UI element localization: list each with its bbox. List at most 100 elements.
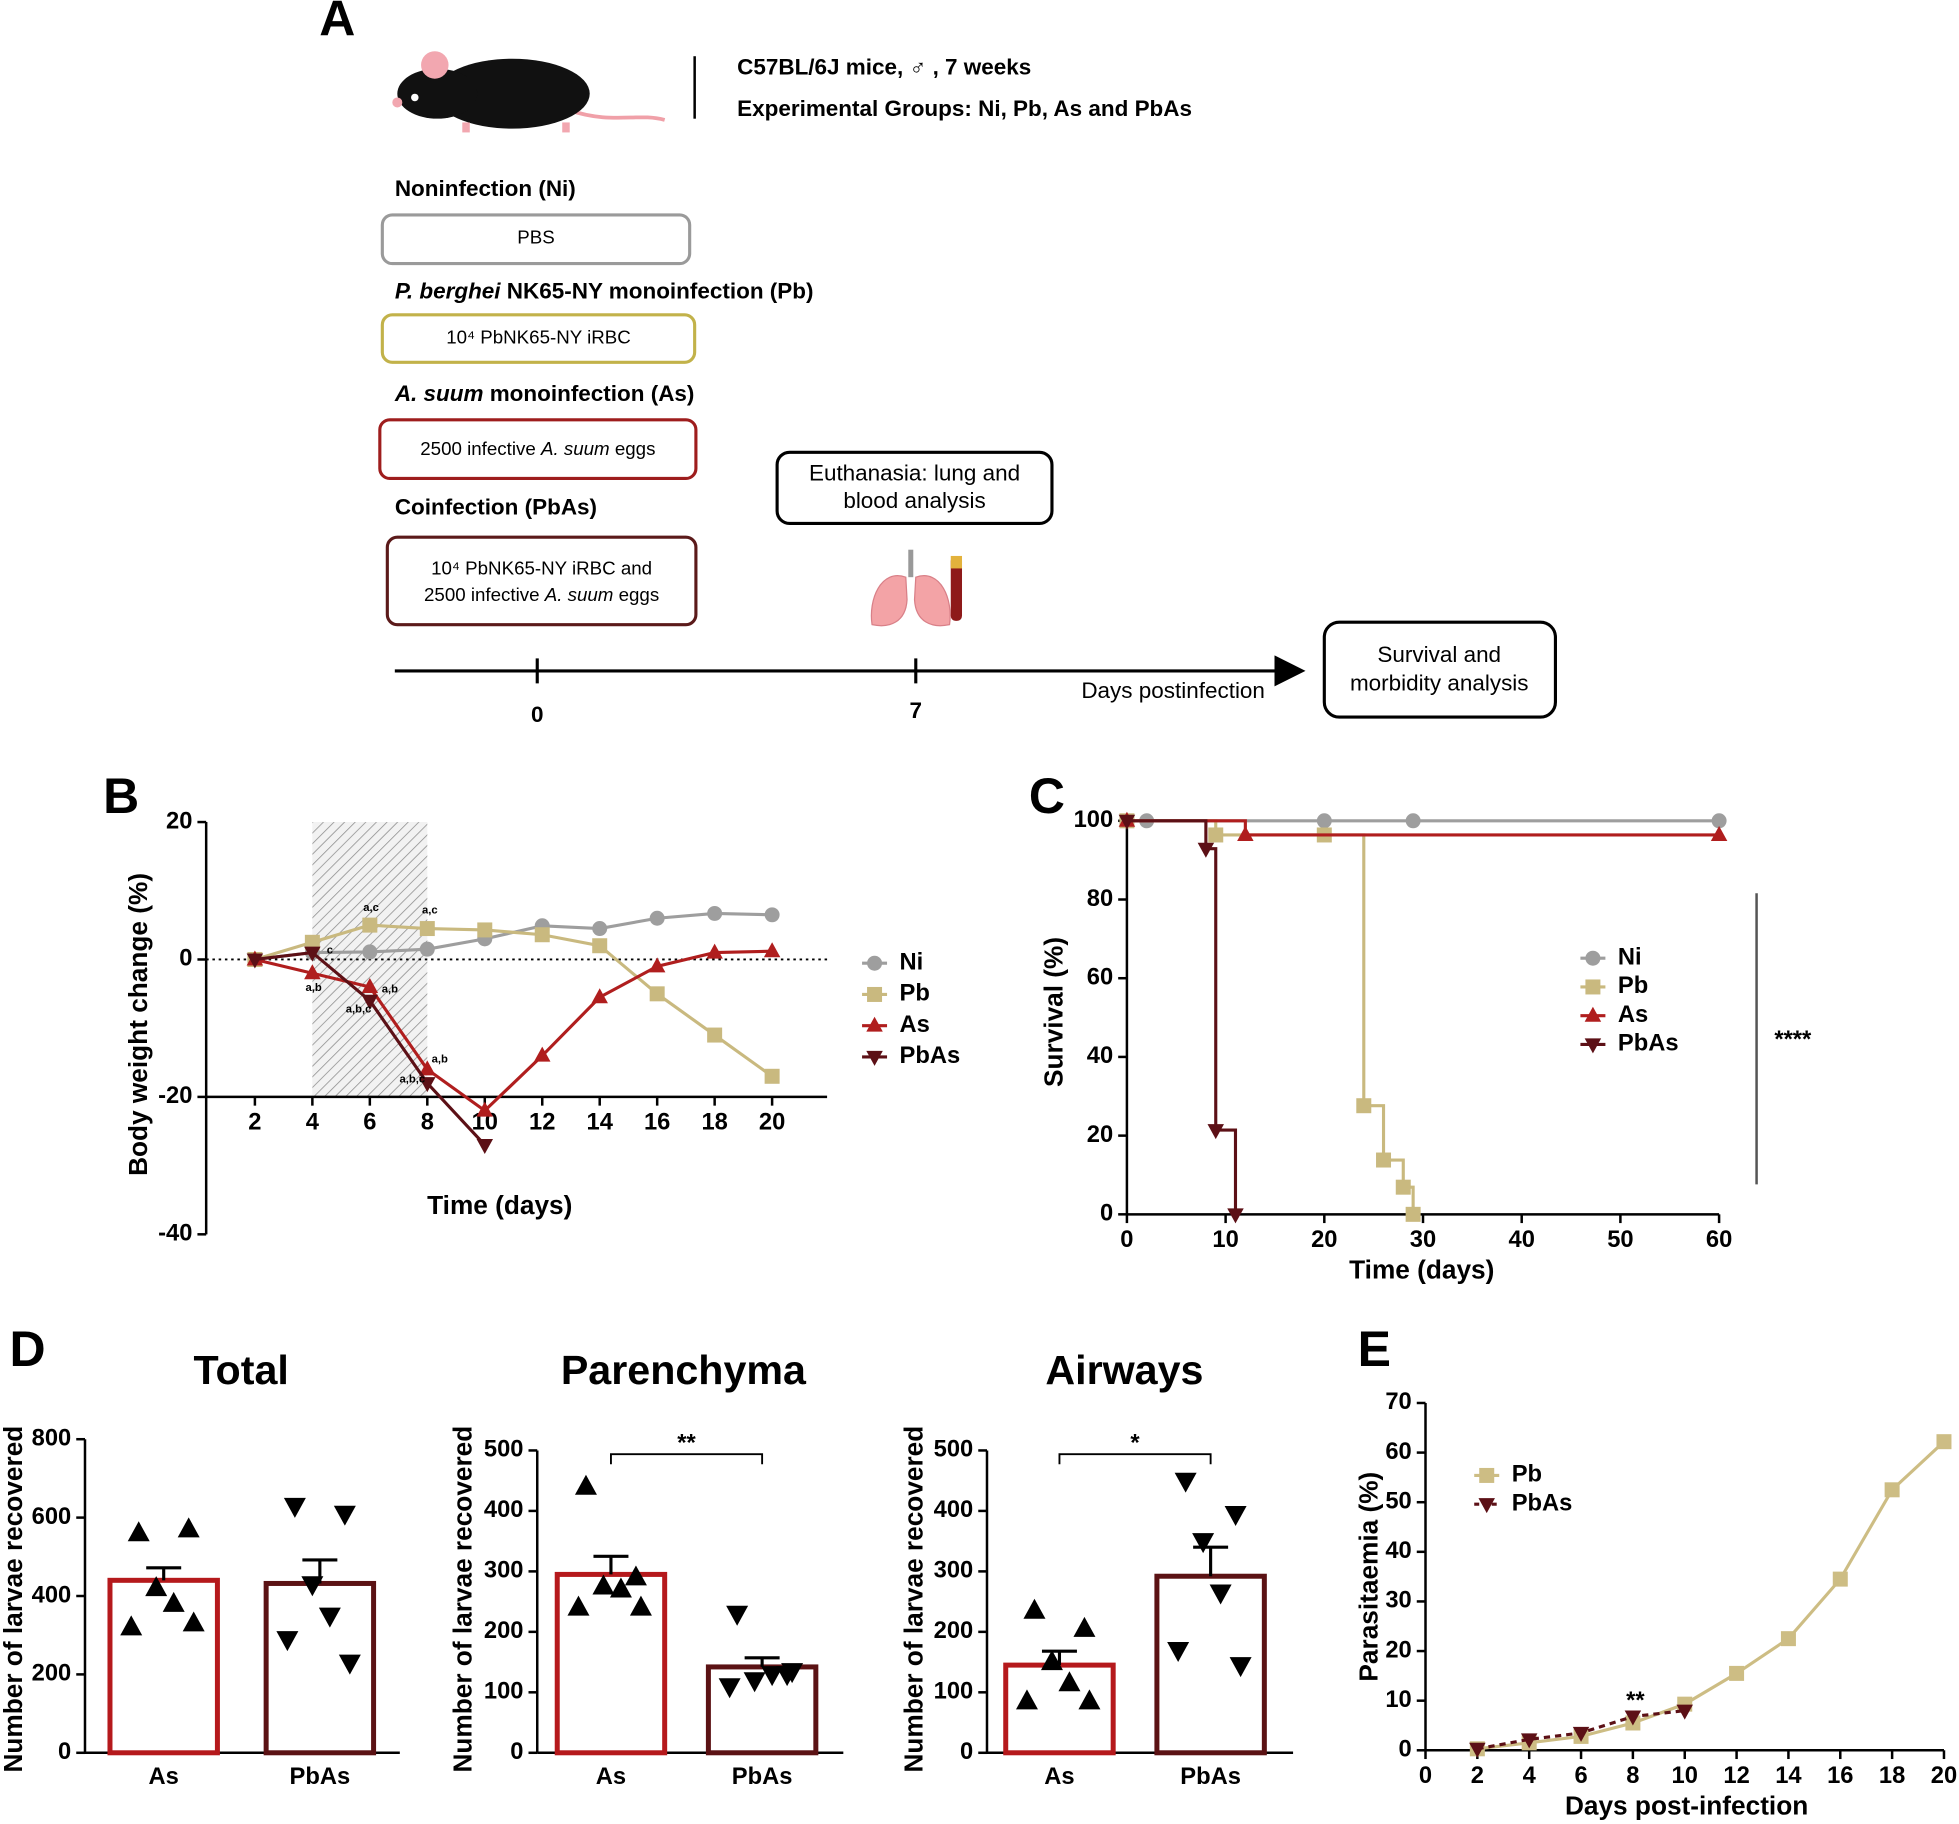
data-point <box>761 1666 784 1687</box>
legend-label: Ni <box>900 949 924 975</box>
data-point <box>1229 1657 1252 1678</box>
x-tick-label: 0 <box>1120 1227 1133 1253</box>
annotation: a,b,c <box>400 1073 426 1085</box>
data-point <box>781 1663 804 1684</box>
timeline-label: 7 <box>910 698 923 723</box>
survival-box <box>1322 620 1557 719</box>
x-tick-label: 40 <box>1509 1227 1535 1253</box>
legend-marker <box>866 1016 883 1032</box>
data-point <box>1780 1631 1796 1647</box>
data-point <box>707 905 723 921</box>
legend-label: Pb <box>900 981 930 1007</box>
survival-text: Survival and <box>1377 642 1501 667</box>
data-point <box>1023 1598 1046 1619</box>
annotation: a,c <box>363 902 379 914</box>
series-line <box>1126 819 1238 1215</box>
mouse-icon <box>392 51 666 133</box>
data-point <box>1405 1206 1421 1222</box>
x-tick-label: 60 <box>1706 1227 1732 1253</box>
data-point <box>120 1615 143 1636</box>
lungs-icon <box>870 549 963 627</box>
y-axis-label: Body weight change (%) <box>123 873 153 1176</box>
data-point <box>1711 813 1727 829</box>
group-box-text: 10⁴ PbNK65-NY iRBC and <box>431 558 652 579</box>
data-point <box>338 1654 361 1675</box>
data-point <box>764 907 780 923</box>
italic-text: P. berghei <box>395 278 501 303</box>
x-tick-label: 18 <box>1879 1763 1905 1789</box>
annotation: a,c <box>422 905 438 917</box>
bar <box>554 1571 668 1756</box>
y-tick-label: 0 <box>960 1739 973 1765</box>
legend-label: As <box>900 1012 930 1038</box>
text-run: eggs <box>610 438 656 459</box>
data-point <box>649 910 665 926</box>
legend-marker <box>867 955 883 971</box>
x-tick-label: 4 <box>1523 1763 1537 1789</box>
legend-marker <box>1584 1006 1602 1022</box>
x-tick-label: 4 <box>306 1109 320 1135</box>
annotation: c <box>327 945 333 957</box>
x-tick-label: 14 <box>587 1109 614 1135</box>
y-tick-label: 20 <box>166 808 192 834</box>
data-point <box>1058 1671 1081 1692</box>
x-tick-label: 14 <box>1775 1763 1802 1789</box>
legend-marker <box>1585 950 1601 966</box>
x-tick-label: 8 <box>421 1109 434 1135</box>
data-point <box>127 1521 150 1542</box>
data-point <box>1676 1704 1693 1720</box>
data-point <box>624 1565 647 1586</box>
data-point <box>477 922 493 938</box>
data-point <box>145 1576 168 1597</box>
series-line <box>254 949 773 1113</box>
panel-label: D <box>9 1321 45 1377</box>
legend-label: Pb <box>1512 1462 1542 1488</box>
x-tick-label: 18 <box>701 1109 727 1135</box>
y-tick-label: 500 <box>934 1437 974 1463</box>
data-point <box>182 1611 205 1632</box>
error-bar <box>744 1656 780 1667</box>
y-tick-label: 100 <box>484 1679 524 1705</box>
data-point <box>1078 1689 1101 1710</box>
data-point <box>246 953 264 969</box>
data-point <box>1624 1710 1642 1726</box>
error-bar <box>146 1566 182 1581</box>
x-tick-label: As <box>149 1764 179 1790</box>
panel-label: C <box>1029 768 1065 824</box>
data-point <box>419 1077 436 1093</box>
x-tick-label: 30 <box>1410 1227 1436 1253</box>
legend-marker <box>867 986 883 1002</box>
group-box <box>385 535 698 627</box>
data-point <box>276 1631 299 1652</box>
data-point <box>1520 1733 1538 1749</box>
y-tick-label: 20 <box>1385 1637 1411 1663</box>
y-tick-label: 0 <box>179 946 192 972</box>
data-point <box>1197 842 1215 858</box>
y-tick-label: 100 <box>934 1679 974 1705</box>
series-line <box>1477 1440 1946 1751</box>
legend-marker <box>1478 1498 1495 1514</box>
legend-label: Ni <box>1618 944 1642 970</box>
y-tick-label: 50 <box>1385 1488 1411 1514</box>
y-tick-label: 30 <box>1385 1588 1411 1614</box>
data-point <box>419 941 435 957</box>
data-point <box>1710 825 1728 841</box>
data-point <box>1224 1505 1247 1526</box>
x-tick-label: 12 <box>529 1109 555 1135</box>
group-box-text: 10⁴ PbNK65-NY iRBC <box>446 327 631 348</box>
data-point <box>1395 1179 1411 1195</box>
data-point <box>1832 1571 1848 1587</box>
y-tick-label: 40 <box>1385 1538 1411 1564</box>
data-point <box>1237 825 1254 841</box>
data-point <box>1073 1616 1096 1637</box>
text-run: NK65-NY monoinfection (Pb) <box>501 278 814 303</box>
groups-text: Experimental Groups: Ni, Pb, As and PbAs <box>737 96 1192 121</box>
y-tick-label: 0 <box>510 1739 523 1765</box>
timeline-label: 0 <box>531 702 544 727</box>
data-point <box>1209 1584 1232 1605</box>
data-point <box>361 977 379 993</box>
y-tick-label: -20 <box>158 1083 192 1109</box>
y-tick-label: 200 <box>32 1661 72 1687</box>
data-point <box>304 934 320 950</box>
text-run: Coinfection (PbAs) <box>395 494 597 519</box>
